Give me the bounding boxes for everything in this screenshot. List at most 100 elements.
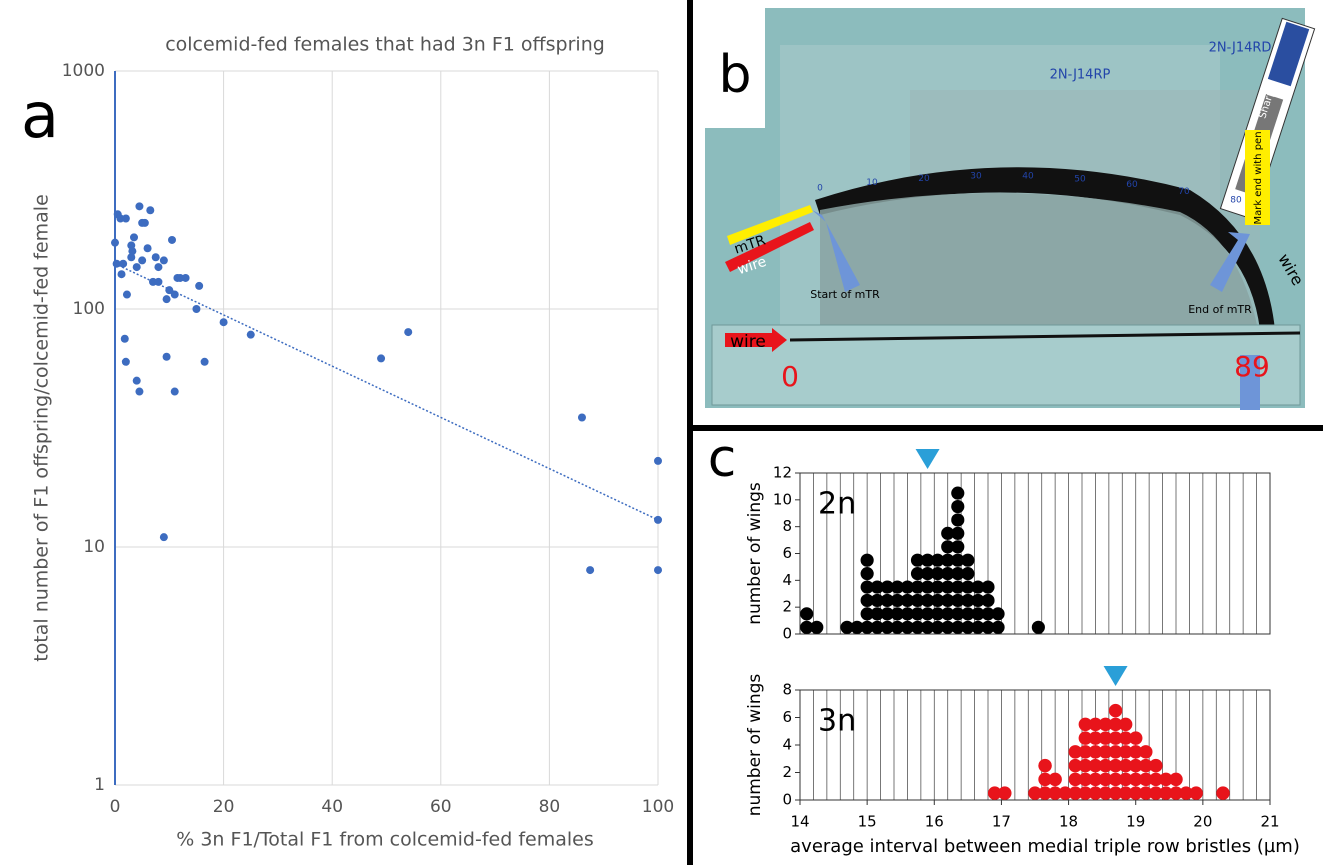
y-tick-label: 4: [782, 571, 792, 589]
dot: [1169, 786, 1183, 800]
dot: [951, 580, 965, 594]
dot: [1078, 745, 1093, 759]
x-tick-label: 100: [642, 797, 674, 817]
y-tick-label: 4: [782, 736, 792, 754]
point: [138, 256, 147, 265]
dot: [1048, 786, 1062, 800]
dot: [1118, 717, 1133, 732]
dot-column: [1169, 772, 1183, 800]
dot: [961, 580, 975, 594]
dot-column: [987, 786, 1002, 800]
x-tick-label: 17: [992, 813, 1011, 831]
dot-column: [1118, 717, 1133, 800]
x-tick-label: 20: [213, 797, 235, 817]
scale-label: 70: [1178, 187, 1190, 197]
x-tick-label: 0: [110, 797, 121, 817]
dot-column: [1088, 717, 1103, 800]
dot-column: [920, 553, 935, 634]
x-tick-label: 60: [430, 797, 452, 817]
series-label: 3n: [818, 704, 856, 739]
dot: [1159, 772, 1173, 787]
point: [168, 235, 177, 244]
chart-title: colcemid-fed females that had 3n F1 offs…: [165, 34, 605, 56]
dot: [1078, 758, 1093, 773]
dot-column: [1031, 620, 1045, 634]
photo-label: 2N-J14RD: [1209, 41, 1272, 56]
x-tick-label: 40: [321, 797, 343, 817]
dot: [860, 620, 874, 634]
dot: [910, 607, 925, 621]
mean-marker: [1103, 666, 1128, 686]
dot-column: [961, 553, 975, 634]
dot: [900, 580, 915, 594]
point: [146, 206, 155, 215]
dot-column: [951, 486, 965, 634]
dot: [981, 580, 995, 594]
dot: [951, 486, 965, 500]
dot: [860, 580, 874, 594]
dot: [1149, 772, 1163, 787]
dot-column: [860, 553, 874, 634]
dot: [941, 580, 955, 594]
point: [140, 218, 149, 227]
dot: [1088, 717, 1103, 732]
y-axis-label: total number of F1 offspring/colcemid-fe…: [31, 194, 53, 662]
point: [654, 566, 662, 575]
dot: [951, 607, 965, 621]
dot-column: [870, 580, 884, 634]
divider: [690, 425, 1323, 431]
dot: [991, 607, 1005, 621]
dot: [1088, 731, 1103, 745]
series-label: 2n: [818, 487, 856, 522]
point: [132, 376, 141, 385]
point: [159, 256, 168, 265]
dot: [1128, 745, 1143, 759]
dot: [931, 553, 945, 567]
dot-column: [800, 607, 814, 634]
dot-column: [1078, 717, 1093, 800]
dot: [941, 620, 955, 634]
x-tick-label: 16: [925, 813, 944, 831]
dot: [981, 607, 995, 621]
dot: [890, 620, 904, 634]
dot: [1048, 772, 1062, 787]
point: [170, 290, 179, 299]
dot: [1128, 731, 1143, 745]
x-tick-label: 15: [858, 813, 877, 831]
dot: [1078, 731, 1093, 745]
dot: [1068, 772, 1083, 787]
dot: [1139, 772, 1153, 787]
dot: [961, 607, 975, 621]
dot: [860, 607, 874, 621]
photo: [705, 8, 1316, 410]
scale-label: 80: [1230, 196, 1242, 206]
y-tick-label: 10: [83, 537, 105, 557]
dot: [1139, 786, 1153, 800]
dot-column: [1068, 745, 1083, 800]
point: [195, 281, 204, 290]
scale-label: 20: [918, 174, 930, 184]
point: [170, 387, 179, 396]
dot-column: [840, 620, 854, 634]
point: [130, 233, 139, 242]
dot-column: [1128, 731, 1143, 800]
dot: [941, 540, 955, 554]
dot: [850, 620, 864, 634]
photo-label: End of mTR: [1188, 303, 1252, 316]
dot: [961, 553, 975, 567]
point: [165, 286, 174, 295]
y-tick-label: 12: [773, 464, 792, 482]
x-tick-label: 21: [1260, 813, 1279, 831]
dot: [1189, 786, 1203, 800]
dot-column: [998, 786, 1012, 800]
dot-column: [1098, 717, 1113, 800]
dot: [951, 593, 965, 608]
dot-column: [810, 620, 824, 634]
dot: [1118, 758, 1133, 773]
panel-label: b: [718, 45, 751, 105]
dot: [998, 786, 1012, 800]
dot: [1216, 786, 1230, 800]
dot-column: [880, 580, 894, 634]
point: [121, 357, 130, 366]
